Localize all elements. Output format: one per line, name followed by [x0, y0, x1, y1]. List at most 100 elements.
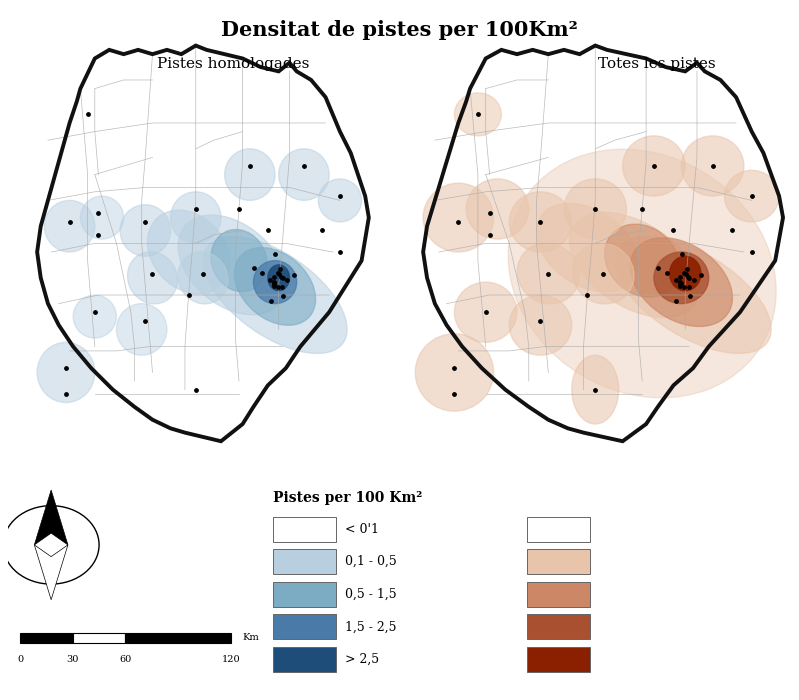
- Point: [182, 289, 195, 300]
- Ellipse shape: [423, 183, 494, 252]
- Ellipse shape: [536, 203, 638, 292]
- Text: 60: 60: [119, 654, 132, 664]
- Point: [276, 281, 288, 292]
- Point: [261, 225, 274, 236]
- Ellipse shape: [670, 256, 701, 290]
- Ellipse shape: [572, 355, 618, 424]
- Bar: [527, 549, 590, 574]
- Point: [678, 281, 690, 293]
- Point: [274, 263, 287, 274]
- Bar: [273, 517, 336, 542]
- Point: [268, 277, 280, 288]
- Ellipse shape: [178, 215, 285, 315]
- Text: 0,1 - 0,5: 0,1 - 0,5: [345, 555, 397, 568]
- Point: [268, 276, 280, 288]
- Point: [197, 268, 209, 279]
- Bar: [73, 633, 125, 643]
- Point: [189, 384, 202, 395]
- Ellipse shape: [120, 204, 170, 256]
- Point: [139, 216, 152, 228]
- Ellipse shape: [415, 334, 494, 411]
- Point: [452, 216, 465, 228]
- Point: [89, 307, 101, 318]
- Ellipse shape: [178, 252, 228, 304]
- Point: [256, 267, 268, 279]
- Bar: [527, 647, 590, 672]
- Point: [316, 225, 328, 236]
- Ellipse shape: [630, 238, 733, 326]
- Polygon shape: [34, 490, 68, 545]
- Text: 1,5 - 2,5: 1,5 - 2,5: [345, 620, 396, 634]
- Point: [670, 275, 682, 286]
- Point: [542, 268, 555, 279]
- Point: [674, 276, 686, 288]
- Point: [581, 289, 594, 300]
- Polygon shape: [37, 46, 369, 441]
- Point: [448, 363, 461, 374]
- Ellipse shape: [654, 252, 709, 304]
- Ellipse shape: [455, 282, 517, 342]
- Ellipse shape: [725, 170, 779, 222]
- Point: [678, 267, 690, 278]
- Point: [589, 204, 602, 215]
- Point: [275, 272, 288, 283]
- Text: Pistes homologades: Pistes homologades: [157, 57, 309, 71]
- Point: [647, 160, 660, 172]
- Text: 0,5 - 1,5: 0,5 - 1,5: [345, 588, 397, 601]
- Bar: [20, 633, 73, 643]
- Ellipse shape: [268, 265, 289, 290]
- Ellipse shape: [508, 149, 776, 398]
- Point: [81, 108, 94, 120]
- Point: [271, 281, 284, 293]
- Point: [674, 279, 686, 290]
- Bar: [125, 633, 231, 643]
- Text: > 2,5: > 2,5: [345, 653, 380, 666]
- Point: [684, 290, 697, 302]
- Ellipse shape: [203, 237, 347, 354]
- Point: [287, 270, 300, 281]
- Point: [333, 190, 346, 202]
- Text: < 0'1: < 0'1: [345, 523, 380, 536]
- Bar: [527, 582, 590, 607]
- Point: [268, 271, 280, 282]
- Point: [271, 267, 284, 278]
- Point: [675, 248, 688, 260]
- Point: [146, 268, 159, 279]
- Point: [264, 275, 276, 286]
- Ellipse shape: [509, 295, 572, 355]
- Point: [674, 277, 687, 288]
- Text: 120: 120: [221, 654, 240, 664]
- Point: [745, 246, 758, 258]
- Point: [695, 270, 708, 281]
- Point: [63, 216, 76, 228]
- Ellipse shape: [682, 136, 744, 196]
- Text: 0: 0: [17, 654, 23, 664]
- Ellipse shape: [37, 342, 95, 402]
- Point: [745, 190, 758, 202]
- Ellipse shape: [225, 149, 275, 200]
- Ellipse shape: [253, 260, 296, 304]
- Bar: [273, 615, 336, 640]
- Text: Km: Km: [243, 634, 260, 643]
- Point: [264, 295, 277, 307]
- Point: [725, 225, 738, 236]
- Point: [297, 160, 310, 172]
- Point: [60, 389, 73, 400]
- Point: [244, 160, 256, 172]
- Point: [267, 279, 280, 290]
- Bar: [273, 582, 336, 607]
- Point: [589, 384, 602, 395]
- Ellipse shape: [622, 136, 686, 196]
- Ellipse shape: [570, 212, 699, 318]
- Point: [534, 315, 547, 326]
- Bar: [527, 517, 590, 542]
- Ellipse shape: [564, 179, 626, 239]
- Point: [471, 108, 484, 120]
- Bar: [273, 647, 336, 672]
- Point: [189, 204, 202, 215]
- Point: [688, 274, 701, 286]
- Point: [92, 208, 105, 219]
- Point: [272, 268, 285, 279]
- Point: [661, 267, 674, 279]
- Point: [276, 290, 289, 302]
